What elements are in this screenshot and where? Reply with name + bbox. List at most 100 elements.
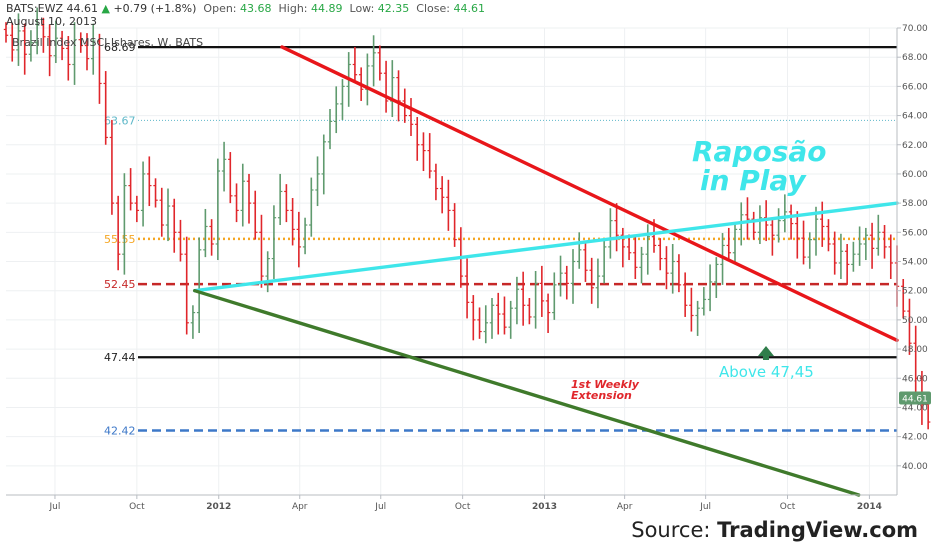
level-label: 55.55 [104,233,136,246]
candle [59,30,65,61]
candle [583,242,588,282]
annotations: Brazil Index MSCI Ishares, W, BATS Raposã… [12,36,827,402]
candle [614,203,619,252]
candle [10,22,15,62]
candle [620,227,626,268]
candle [53,20,59,64]
candle [196,237,202,334]
level-label: 42.42 [104,424,136,437]
candle [259,214,264,288]
candle [178,219,183,262]
candle [421,132,426,172]
candle [508,300,513,339]
candle [770,217,775,256]
close-label: Close: [416,2,450,15]
candle [309,177,314,237]
candle [452,203,457,247]
candle [78,32,83,53]
x-tick-label: 2012 [206,502,231,512]
source-credit: Source: TradingView.com [631,518,918,542]
candle [863,227,869,261]
candle [689,287,694,332]
x-tick-label: Jul [699,502,711,512]
date-label: August 10, 2013 [6,15,97,28]
candle [695,300,700,336]
candle [838,233,844,280]
candle [277,173,283,226]
level-label: 68.69 [104,41,136,54]
candle [153,178,158,208]
high-value: 44.89 [311,2,343,15]
candle [377,45,383,81]
candle [639,246,644,284]
candle [782,194,788,233]
y-tick-label: 56.00 [902,228,928,238]
trendline-upper-downtrend [280,45,899,343]
trendline-lower-green [193,288,861,497]
y-tick-label: 46.00 [902,374,928,384]
y-tick-label: 44.00 [902,403,928,413]
high-label: High: [278,2,308,15]
candle [209,219,214,256]
y-tick-label: 66.00 [902,82,928,92]
candle [626,234,632,261]
candle [633,235,638,280]
y-tick-label: 62.00 [902,141,928,151]
candle [788,204,794,240]
candle [228,152,233,204]
candle [284,184,289,223]
y-tick-label: 40.00 [902,462,928,472]
candle [365,53,370,106]
candle [396,70,401,122]
candle [290,198,295,246]
candle [545,293,551,334]
y-tick-label: 58.00 [902,199,928,209]
last-price-tag-label: 44.61 [902,395,928,405]
candlesticks [3,7,931,430]
candle [371,35,376,87]
candle [302,217,308,255]
candle [751,211,756,240]
candle [140,161,146,227]
open-label: Open: [203,2,237,15]
candle [234,183,239,223]
x-tick-label: 2013 [532,502,557,512]
candle [595,258,601,309]
axes: 40.00 42.00 44.00 46.00 48.00 50.00 52.00 54.00… [6,24,931,512]
candle [732,222,738,265]
candle [552,272,557,320]
candle [72,22,77,85]
candle [246,173,252,224]
chart-grid [6,27,897,495]
y-tick-label: 64.00 [902,112,928,122]
candle [439,176,445,214]
candle [91,23,96,75]
candle [745,197,750,240]
candle [383,60,389,113]
candle [714,257,719,298]
candle [707,264,713,312]
trendlines [193,45,899,497]
candle [34,7,40,55]
weekly-extension-line1: 1st Weekly [571,378,640,391]
candle [296,211,302,268]
candle [41,17,46,53]
candle [321,134,326,195]
y-tick-label: 54.00 [902,258,928,268]
candle [901,279,906,319]
candle [520,271,526,326]
candle [427,133,432,179]
candle [589,257,594,304]
candle [676,254,682,293]
candle [22,23,27,75]
candle [147,156,152,207]
candle [888,234,893,280]
x-tick-label: 2014 [857,502,882,512]
candle [390,60,395,118]
candle [28,30,34,62]
candle [907,298,912,355]
candle [172,198,177,253]
candle [433,163,439,201]
candle [514,276,520,325]
